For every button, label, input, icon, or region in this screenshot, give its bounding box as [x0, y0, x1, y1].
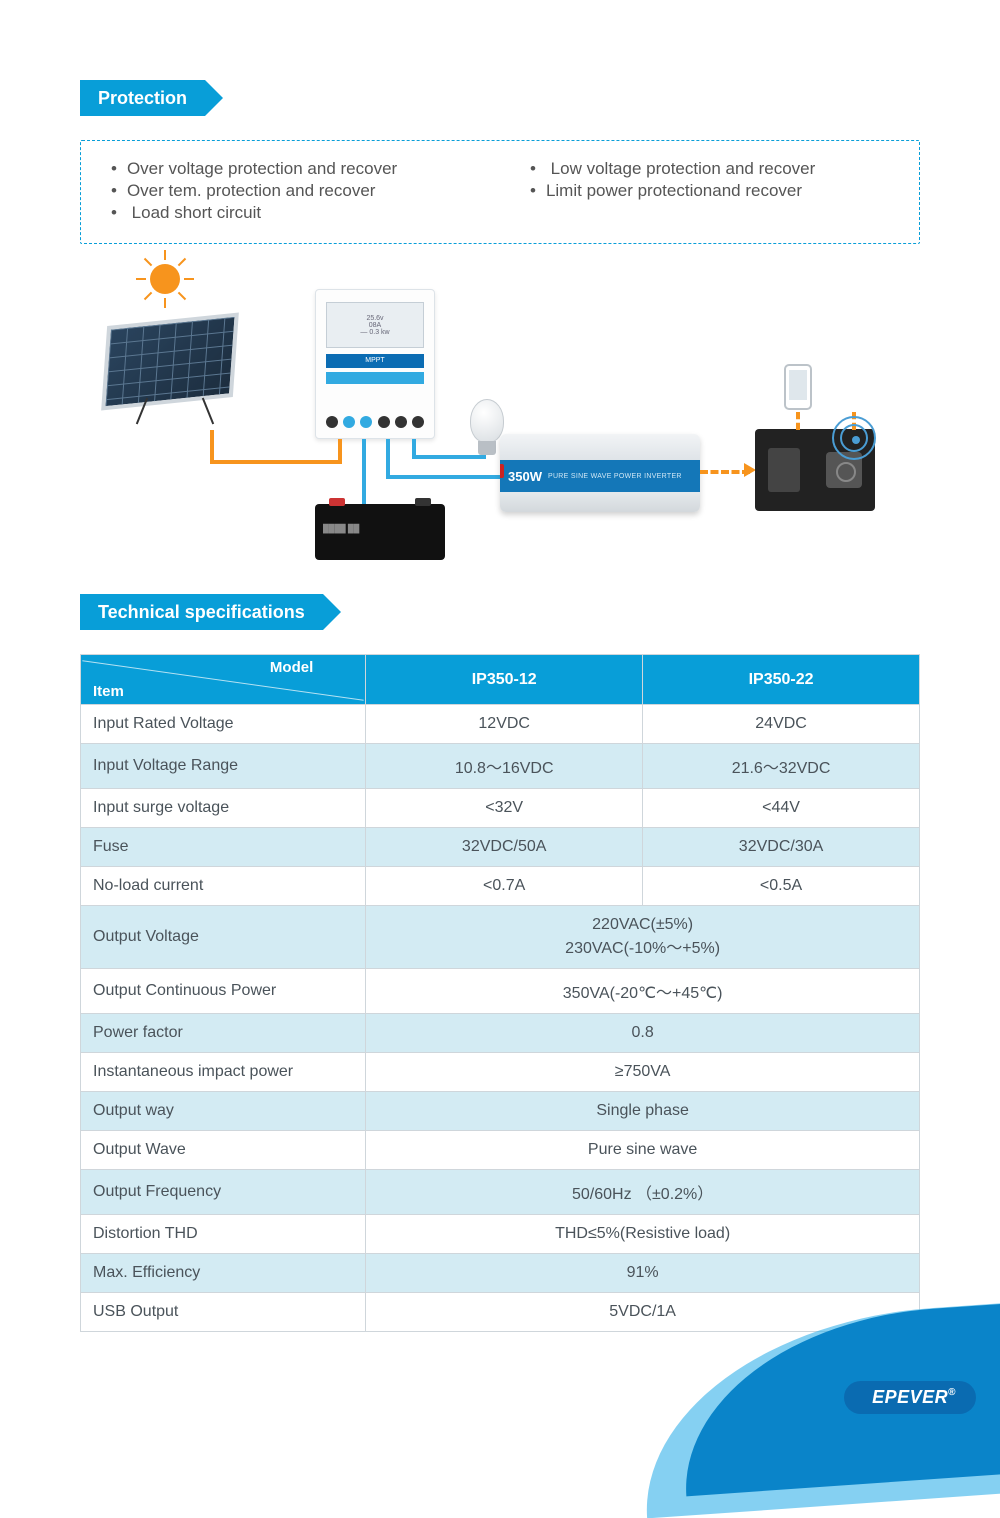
spec-row-label: Fuse — [81, 828, 366, 867]
inverter-icon: 350W PURE SINE WAVE POWER INVERTER — [500, 434, 700, 512]
spec-row-value: 32VDC/30A — [643, 828, 920, 867]
spec-row-value: 10.8～16VDC — [366, 744, 643, 789]
spec-row-value: Single phase — [366, 1092, 920, 1131]
table-row: USB Output5VDC/1A — [81, 1293, 920, 1332]
table-row: Output WavePure sine wave — [81, 1131, 920, 1170]
table-row: Input surge voltage<32V<44V — [81, 789, 920, 828]
spec-row-label: Input Rated Voltage — [81, 705, 366, 744]
wire — [338, 439, 342, 464]
spec-row-value: <0.5A — [643, 867, 920, 906]
section-header-specs: Technical specifications — [80, 594, 323, 630]
table-row: Power factor0.8 — [81, 1014, 920, 1053]
spec-row-value: 50/60Hz （±0.2%） — [366, 1170, 920, 1215]
wire — [386, 475, 502, 479]
mppt-strip-label: MPPT — [326, 354, 424, 368]
spec-row-label: No-load current — [81, 867, 366, 906]
spec-row-label: Max. Efficiency — [81, 1254, 366, 1293]
spec-row-label: Instantaneous impact power — [81, 1053, 366, 1092]
mppt-lcd-line: — 0.3 kw — [360, 329, 389, 336]
section-title: Technical specifications — [98, 602, 305, 623]
table-row: Output Frequency50/60Hz （±0.2%） — [81, 1170, 920, 1215]
spec-row-value: 32VDC/50A — [366, 828, 643, 867]
fan-icon — [832, 416, 876, 460]
table-row: Max. Efficiency91% — [81, 1254, 920, 1293]
spec-row-value: ≥750VA — [366, 1053, 920, 1092]
mppt-lcd-line: 25.6v — [366, 315, 383, 322]
spec-row-label: Output way — [81, 1092, 366, 1131]
mppt-controller-icon: 25.6v 08A — 0.3 kw MPPT — [315, 289, 435, 439]
spec-row-value: 220VAC(±5%) 230VAC(-10%～+5%) — [366, 906, 920, 969]
protection-col-left: Over voltage protection and recover Over… — [111, 159, 470, 225]
spec-row-value: 12VDC — [366, 705, 643, 744]
brand-name: EPEVER — [872, 1387, 948, 1407]
spec-table: Model Item IP350-12 IP350-22 Input Rated… — [80, 654, 920, 1332]
system-diagram: 25.6v 08A — 0.3 kw MPPT ████ ██ — [80, 264, 920, 564]
section-header-protection: Protection — [80, 80, 205, 116]
spec-row-value: Pure sine wave — [366, 1131, 920, 1170]
lightbulb-icon — [470, 399, 504, 455]
protection-item: Limit power protectionand recover — [530, 181, 889, 201]
inverter-wattage: 350W — [508, 469, 542, 484]
wire — [362, 439, 366, 504]
table-row: Input Voltage Range10.8～16VDC21.6～32VDC — [81, 744, 920, 789]
table-row: Output Continuous Power350VA(-20℃～+45℃) — [81, 969, 920, 1014]
spec-row-value: 91% — [366, 1254, 920, 1293]
spec-row-value: 24VDC — [643, 705, 920, 744]
dashed-link — [700, 470, 750, 474]
spec-row-label: Input Voltage Range — [81, 744, 366, 789]
protection-col-right: Low voltage protection and recover Limit… — [530, 159, 889, 225]
protection-item: Low voltage protection and recover — [530, 159, 889, 179]
spec-row-label: Output Continuous Power — [81, 969, 366, 1014]
inverter-label: PURE SINE WAVE POWER INVERTER — [548, 473, 682, 480]
spec-row-value: THD≤5%(Resistive load) — [366, 1215, 920, 1254]
corner-item-label: Item — [93, 683, 124, 700]
table-header-model: IP350-22 — [643, 655, 920, 705]
wire — [210, 430, 214, 464]
spec-row-label: Distortion THD — [81, 1215, 366, 1254]
spec-row-label: Input surge voltage — [81, 789, 366, 828]
wire — [412, 455, 482, 459]
spec-row-value: 0.8 — [366, 1014, 920, 1053]
phone-icon — [784, 364, 812, 410]
table-row: Output waySingle phase — [81, 1092, 920, 1131]
sun-icon — [150, 264, 180, 294]
brand-badge: EPEVER® — [844, 1381, 976, 1414]
spec-row-label: Power factor — [81, 1014, 366, 1053]
table-row: Output Voltage220VAC(±5%) 230VAC(-10%～+5… — [81, 906, 920, 969]
battery-icon: ████ ██ — [315, 504, 445, 560]
table-corner-cell: Model Item — [81, 655, 366, 705]
table-row: Instantaneous impact power≥750VA — [81, 1053, 920, 1092]
protection-item: Over voltage protection and recover — [111, 159, 470, 179]
solar-panel-icon — [105, 319, 265, 429]
protection-box: Over voltage protection and recover Over… — [80, 140, 920, 244]
section-title: Protection — [98, 88, 187, 109]
corner-model-label: Model — [270, 659, 313, 676]
spec-row-value: 21.6～32VDC — [643, 744, 920, 789]
spec-row-label: Output Frequency — [81, 1170, 366, 1215]
spec-row-label: Output Wave — [81, 1131, 366, 1170]
protection-item: Load short circuit — [111, 203, 470, 223]
mppt-lcd-line: 08A — [369, 322, 381, 329]
dashed-link — [796, 412, 800, 430]
wire — [210, 460, 338, 464]
spec-row-value: <32V — [366, 789, 643, 828]
table-row: No-load current<0.7A<0.5A — [81, 867, 920, 906]
spec-row-value: <44V — [643, 789, 920, 828]
protection-item: Over tem. protection and recover — [111, 181, 470, 201]
table-row: Distortion THDTHD≤5%(Resistive load) — [81, 1215, 920, 1254]
spec-row-label: Output Voltage — [81, 906, 366, 969]
spec-row-value: 350VA(-20℃～+45℃) — [366, 969, 920, 1014]
wire — [386, 439, 390, 479]
table-header-model: IP350-12 — [366, 655, 643, 705]
spec-row-label: USB Output — [81, 1293, 366, 1332]
table-row: Fuse32VDC/50A32VDC/30A — [81, 828, 920, 867]
table-row: Input Rated Voltage12VDC24VDC — [81, 705, 920, 744]
spec-row-value: <0.7A — [366, 867, 643, 906]
